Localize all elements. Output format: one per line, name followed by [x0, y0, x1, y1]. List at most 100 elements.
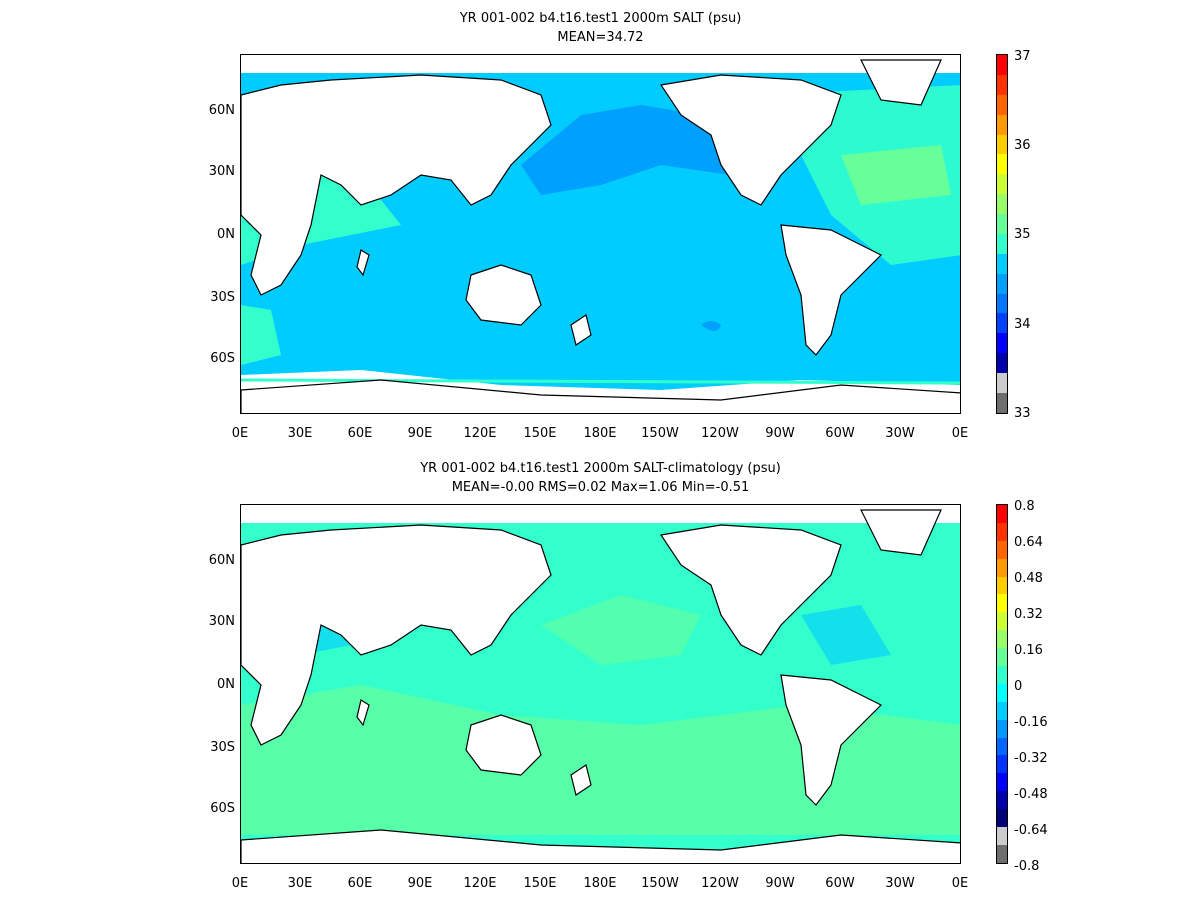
panel2-lat-label-30n: 30N	[208, 614, 235, 629]
panel1-lon-label-9: 90W	[765, 426, 795, 441]
panel1-colorbar-swatch-8	[997, 214, 1007, 234]
panel1-lon-label-4: 120E	[463, 426, 497, 441]
panel2-colorbar-label-5: 0	[1014, 679, 1023, 694]
panel2-colorbar-swatch-10	[997, 683, 1007, 702]
panel2-colorbar-label-8: -0.48	[1014, 787, 1048, 802]
panel2-colorbar-swatch-2	[997, 540, 1007, 559]
panel2-lat-label-60s: 60S	[210, 801, 235, 816]
panel2-land	[241, 509, 960, 863]
panel1-lon-label-10: 60W	[825, 426, 855, 441]
panel2-colorbar-label-4: 0.16	[1014, 643, 1043, 658]
panel2-lon-label-10: 60W	[825, 876, 855, 891]
panel2-colorbar-swatch-1	[997, 522, 1007, 541]
panel2-colorbar-label-6: -0.16	[1014, 715, 1048, 730]
panel2-colorbar-label-10: -0.8	[1014, 859, 1040, 874]
panel1-colorbar-swatch-15	[997, 353, 1007, 373]
panel2-lon-label-8: 120W	[701, 876, 739, 891]
panel2-colorbar-label-3: 0.32	[1014, 607, 1043, 622]
panel2-colorbar-swatch-5	[997, 594, 1007, 613]
panel2-lon-label-1: 30E	[287, 876, 313, 891]
panel2-colorbar-label-1: 0.64	[1014, 535, 1043, 550]
panel1-colorbar-label-36: 36	[1014, 138, 1031, 153]
panel1-lon-label-1: 30E	[287, 426, 313, 441]
panel1-colorbar-swatch-3	[997, 114, 1007, 135]
panel2-subtitle: MEAN=-0.00 RMS=0.02 Max=1.06 Min=-0.51	[451, 480, 750, 495]
panel2-colorbar-swatch-17	[997, 809, 1007, 828]
panel2-colorbar-label-2: 0.48	[1014, 571, 1043, 586]
panel2-map-svg	[241, 505, 960, 863]
panel1-lat-label-60n: 60N	[208, 103, 235, 118]
panel2-lat-label-0n: 0N	[217, 677, 235, 692]
panel1-colorbar-swatch-7	[997, 194, 1007, 214]
panel1-colorbar-swatch-10	[997, 253, 1007, 274]
panel2-colorbar-swatch-0	[997, 505, 1007, 523]
panel2-lon-label-6: 180E	[583, 876, 617, 891]
panel2-lon-label-0: 0E	[231, 876, 249, 891]
panel2-lon-label-9: 90W	[765, 876, 795, 891]
panel2-colorbar-swatch-3	[997, 558, 1007, 577]
panel2-lon-label-2: 60E	[347, 876, 373, 891]
panel2-colorbar-swatch-18	[997, 827, 1007, 845]
panel2-colorbar-swatch-6	[997, 612, 1007, 631]
panel2-lon-label-12: 0E	[951, 876, 969, 891]
panel2-lon-label-7: 150W	[641, 876, 679, 891]
panel2-colorbar	[996, 504, 1008, 864]
panel2-colorbar-swatch-9	[997, 666, 1007, 684]
panel1-lon-label-7: 150W	[641, 426, 679, 441]
panel2-map	[240, 504, 961, 864]
panel2-lat-label-60n: 60N	[208, 553, 235, 568]
panel1-colorbar-label-34: 34	[1014, 317, 1031, 332]
panel1-colorbar	[996, 54, 1008, 414]
panel2-colorbar-swatch-16	[997, 791, 1007, 810]
panel1-lon-label-2: 60E	[347, 426, 373, 441]
panel1-colorbar-swatch-5	[997, 154, 1007, 175]
panel1-colorbar-swatch-14	[997, 333, 1007, 354]
panel1-colorbar-swatch-9	[997, 233, 1007, 254]
panel2-colorbar-label-9: -0.64	[1014, 823, 1048, 838]
panel1-lon-label-0: 0E	[231, 426, 249, 441]
panel2-colorbar-swatch-14	[997, 755, 1007, 774]
panel1-colorbar-label-33: 33	[1014, 406, 1031, 421]
panel2-lon-label-5: 150E	[523, 876, 557, 891]
panel1-colorbar-swatch-11	[997, 273, 1007, 294]
panel1-lon-label-11: 30W	[885, 426, 915, 441]
panel1-colorbar-swatch-16	[997, 373, 1007, 393]
panel2-lon-label-3: 90E	[407, 876, 433, 891]
panel1-lon-label-3: 90E	[407, 426, 433, 441]
panel1-lat-label-0n: 0N	[217, 227, 235, 242]
panel1-colorbar-swatch-6	[997, 174, 1007, 195]
panel1-lat-label-30n: 30N	[208, 164, 235, 179]
panel1-title: YR 001-002 b4.t16.test1 2000m SALT (psu)	[459, 11, 742, 26]
panel1-colorbar-swatch-2	[997, 94, 1007, 115]
panel1-colorbar-swatch-17	[997, 392, 1007, 413]
panel1-colorbar-swatch-4	[997, 134, 1007, 155]
panel2-colorbar-label-7: -0.32	[1014, 751, 1048, 766]
panel1-colorbar-swatch-12	[997, 293, 1007, 314]
panel1-colorbar-swatch-0	[997, 55, 1007, 75]
panel2-colorbar-swatch-13	[997, 737, 1007, 756]
panel2-colorbar-swatch-11	[997, 701, 1007, 720]
panel1-map-svg	[241, 55, 960, 413]
panel2-colorbar-swatch-7	[997, 630, 1007, 649]
panel2-colorbar-swatch-19	[997, 844, 1007, 863]
panel2-colorbar-swatch-8	[997, 648, 1007, 667]
panel1-map	[240, 54, 961, 414]
panel2-lat-label-30s: 30S	[210, 740, 235, 755]
panel1-lat-label-30s: 30S	[210, 290, 235, 305]
panel1-lon-label-8: 120W	[701, 426, 739, 441]
panel1-lon-label-5: 150E	[523, 426, 557, 441]
panel2-lon-label-11: 30W	[885, 876, 915, 891]
panel2-colorbar-swatch-12	[997, 719, 1007, 738]
panel1-lat-label-60s: 60S	[210, 351, 235, 366]
panel2-colorbar-swatch-15	[997, 773, 1007, 792]
panel1-lon-label-12: 0E	[951, 426, 969, 441]
panel2-title: YR 001-002 b4.t16.test1 2000m SALT-clima…	[420, 461, 781, 476]
panel2-colorbar-swatch-4	[997, 576, 1007, 595]
panel1-lon-label-6: 180E	[583, 426, 617, 441]
panel1-colorbar-label-35: 35	[1014, 227, 1031, 242]
panel1-land	[241, 59, 960, 413]
panel2-lon-label-4: 120E	[463, 876, 497, 891]
panel1-subtitle: MEAN=34.72	[557, 30, 644, 45]
panel1-colorbar-swatch-1	[997, 74, 1007, 95]
panel1-colorbar-swatch-13	[997, 313, 1007, 334]
